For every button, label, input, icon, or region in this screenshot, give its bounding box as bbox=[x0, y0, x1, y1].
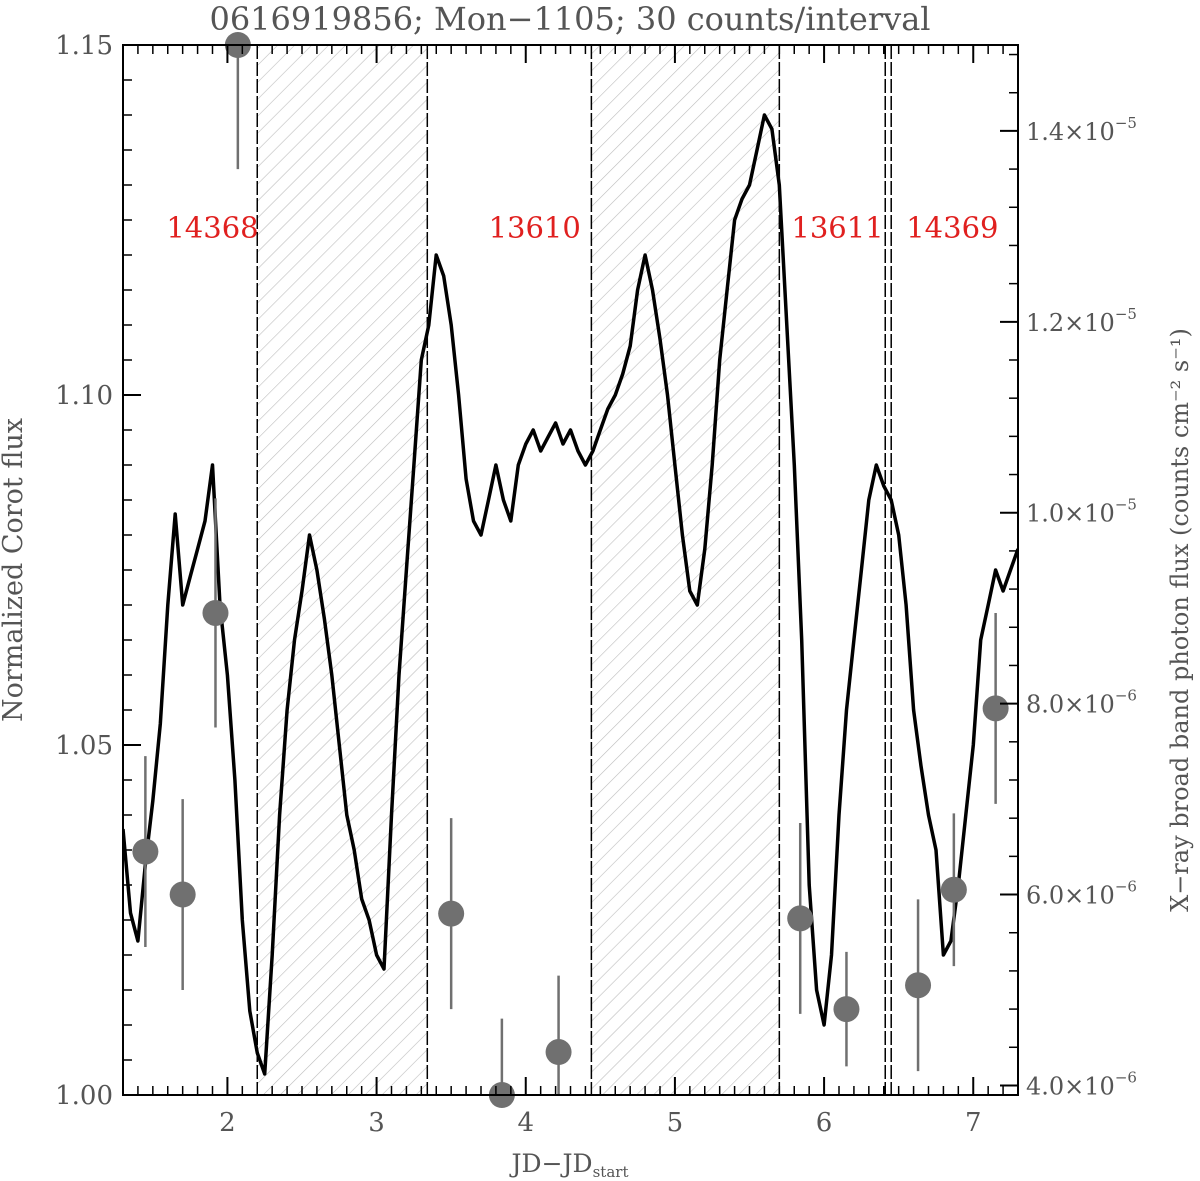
x-tick-label-1: 3 bbox=[368, 1108, 385, 1138]
y-right-tick-exponent-1: −6 bbox=[1115, 878, 1137, 896]
x-axis-label-sub: start bbox=[593, 1163, 629, 1181]
y-left-tick-label-0: 1.00 bbox=[55, 1081, 113, 1111]
xray-point-0 bbox=[132, 838, 159, 865]
y-right-tick-label-4: 1.2×10−5 bbox=[1026, 305, 1137, 337]
obs-label-2: 13611 bbox=[791, 211, 883, 245]
y-right-tick-exponent-5: −5 bbox=[1115, 114, 1137, 132]
x-axis-label-main: JD−JD bbox=[509, 1149, 593, 1178]
xray-point-6 bbox=[545, 1039, 572, 1066]
x-axis-label: JD−JDstart bbox=[509, 1149, 629, 1181]
x-tick-label-3: 5 bbox=[667, 1108, 684, 1138]
xray-point-1 bbox=[169, 881, 196, 908]
y-right-tick-exponent-4: −5 bbox=[1115, 305, 1137, 323]
x-tick-label-2: 4 bbox=[517, 1108, 534, 1138]
left-axis-ticks: 1.00 1.05 1.10 1.15 bbox=[55, 31, 141, 1111]
y-left-tick-label-3: 1.15 bbox=[55, 31, 113, 61]
xray-point-11 bbox=[982, 695, 1009, 722]
xray-point-10 bbox=[940, 876, 967, 903]
xray-point-7 bbox=[787, 905, 814, 932]
left-axis-label: Normalized Corot flux bbox=[0, 418, 29, 722]
obs-label-3: 14369 bbox=[906, 211, 998, 245]
hatched-interval-0 bbox=[257, 45, 428, 1095]
y-right-tick-label-1: 6.0×10−6 bbox=[1026, 878, 1137, 910]
obs-label-1: 13610 bbox=[489, 211, 581, 245]
xray-points-layer bbox=[132, 32, 1009, 1108]
x-tick-label-4: 6 bbox=[816, 1108, 833, 1138]
y-right-tick-mantissa-5: 1.4×10 bbox=[1026, 118, 1115, 146]
y-right-tick-exponent-0: −6 bbox=[1115, 1068, 1137, 1086]
observation-boundaries bbox=[256, 45, 892, 1095]
observation-labels: 14368 13610 13611 14369 bbox=[166, 211, 998, 245]
y-right-tick-mantissa-2: 8.0×10 bbox=[1026, 691, 1115, 719]
y-right-tick-exponent-3: −5 bbox=[1115, 496, 1137, 514]
x-axis-ticks: 2 3 4 5 6 7 bbox=[137, 45, 1019, 1138]
obs-label-0: 14368 bbox=[166, 211, 258, 245]
y-right-tick-label-3: 1.0×10−5 bbox=[1026, 496, 1137, 528]
y-right-tick-mantissa-3: 1.0×10 bbox=[1026, 500, 1115, 528]
right-axis-ticks: 4.0×10−66.0×10−68.0×10−61.0×10−51.2×10−5… bbox=[1000, 53, 1137, 1100]
x-tick-label-5: 7 bbox=[965, 1108, 982, 1138]
y-left-tick-label-2: 1.10 bbox=[55, 381, 113, 411]
y-right-tick-mantissa-0: 4.0×10 bbox=[1026, 1072, 1115, 1100]
chart-title: 0616919856; Mon−1105; 30 counts/interval bbox=[209, 0, 930, 38]
xray-point-4 bbox=[438, 900, 465, 927]
xray-point-2 bbox=[202, 599, 229, 626]
y-right-tick-label-2: 8.0×10−6 bbox=[1026, 687, 1137, 719]
x-tick-label-0: 2 bbox=[219, 1108, 236, 1138]
corot-flux-layer bbox=[123, 113, 1018, 1076]
y-left-tick-label-1: 1.05 bbox=[55, 731, 113, 761]
y-right-tick-label-5: 1.4×10−5 bbox=[1026, 114, 1137, 146]
y-right-tick-mantissa-4: 1.2×10 bbox=[1026, 309, 1115, 337]
corot-flux-curve bbox=[123, 113, 1018, 1076]
y-right-tick-label-0: 4.0×10−6 bbox=[1026, 1068, 1137, 1100]
y-right-tick-mantissa-1: 6.0×10 bbox=[1026, 882, 1115, 910]
xray-point-8 bbox=[833, 996, 860, 1023]
xray-point-9 bbox=[905, 972, 932, 999]
y-right-tick-exponent-2: −6 bbox=[1115, 687, 1137, 705]
right-axis-label: X−ray broad band photon flux (counts cm⁻… bbox=[1166, 328, 1194, 912]
